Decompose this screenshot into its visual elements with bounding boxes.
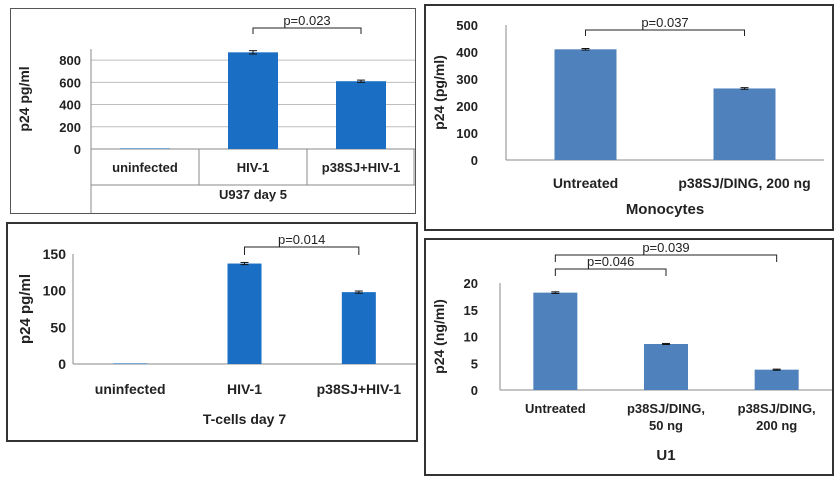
y-tick-label: 600 <box>59 75 81 90</box>
category-label: p38SJ+HIV-1 <box>317 381 402 397</box>
bar <box>113 363 148 364</box>
bar <box>533 292 578 390</box>
y-axis-title: p24 (ng/ml) <box>431 299 447 374</box>
category-label: p38SJ/DING, 50 ng <box>627 401 705 433</box>
y-tick-label: 0 <box>74 142 81 157</box>
y-tick-label: 400 <box>59 98 81 113</box>
y-tick-label: 0 <box>471 153 478 168</box>
category-label: Untreated <box>553 175 618 191</box>
x-axis-title: T-cells day 7 <box>203 411 286 427</box>
y-tick-label: 20 <box>464 276 478 291</box>
bar <box>713 88 776 160</box>
significance-bracket <box>585 29 745 36</box>
y-tick-label: 0 <box>471 383 478 398</box>
y-tick-label: 300 <box>456 72 478 87</box>
y-axis-title: p24 pg/ml <box>16 66 32 131</box>
chart-monocytes: 0 100 200 300 400 500 p24 (pg/ml) Untreated p38S… <box>431 15 824 218</box>
category-label: p38SJ/DING, 200 ng <box>738 401 816 433</box>
bar <box>341 292 376 364</box>
y-tick-label: 400 <box>456 45 478 60</box>
panel-u1: 0 5 10 15 20 p24 (ng/ml) Untreated p38SJ/DING, 5… <box>424 238 834 476</box>
y-axis-title: p24 (pg/ml) <box>431 55 447 130</box>
bar <box>644 343 688 390</box>
chart-u1: 0 5 10 15 20 p24 (ng/ml) Untreated p38SJ/DING, 5… <box>431 240 832 464</box>
bar <box>228 52 278 150</box>
significance-bracket <box>252 27 362 34</box>
y-tick-label: 200 <box>456 99 478 114</box>
bar <box>120 148 170 149</box>
category-label: p38SJ+HIV-1 <box>322 160 400 175</box>
category-label: Untreated <box>525 401 586 416</box>
x-axis-title: Monocytes <box>626 201 704 218</box>
x-axis-title: U1 <box>656 447 675 464</box>
category-label: HIV-1 <box>227 381 262 397</box>
category-label: HIV-1 <box>237 160 270 175</box>
p-value-label: p=0.023 <box>283 13 330 28</box>
y-tick-label: 5 <box>471 356 478 371</box>
y-axis-title: p24 pg/ml <box>17 274 34 344</box>
y-tick-label: 50 <box>50 319 66 335</box>
bar <box>754 369 799 390</box>
p-value-label: p=0.014 <box>278 232 325 247</box>
y-tick-label: 500 <box>456 18 478 33</box>
x-axis-title: U937 day 5 <box>219 187 287 202</box>
significance-bracket <box>244 246 360 255</box>
chart-u937: 0 200 400 600 800 p24 pg/ml uninfected HIV-1 p38… <box>16 13 415 213</box>
y-tick-label: 15 <box>464 303 478 318</box>
bar <box>227 263 262 364</box>
p-value-label: p=0.046 <box>587 254 634 269</box>
y-tick-label: 100 <box>43 283 67 299</box>
panel-u937: 0 200 400 600 800 p24 pg/ml uninfected HIV-1 p38… <box>10 8 416 214</box>
chart-tcells: 0 50 100 150 p24 pg/ml uninfected HIV-1 p38SJ+H… <box>17 232 416 427</box>
bar <box>554 49 617 160</box>
y-tick-label: 150 <box>43 246 67 262</box>
y-tick-label: 200 <box>59 120 81 135</box>
panel-tcells: 0 50 100 150 p24 pg/ml uninfected HIV-1 p38SJ+H… <box>6 222 418 442</box>
category-label: p38SJ/DING, 200 ng <box>678 175 810 191</box>
panel-monocytes: 0 100 200 300 400 500 p24 (pg/ml) Untreated p38S… <box>424 4 834 231</box>
y-tick-label: 100 <box>456 126 478 141</box>
significance-bracket <box>554 268 667 276</box>
p-value-label: p=0.039 <box>642 240 689 255</box>
category-label: uninfected <box>95 381 166 397</box>
y-tick-label: 800 <box>59 53 81 68</box>
significance-bracket <box>554 254 778 262</box>
bar <box>336 81 386 149</box>
y-tick-label: 0 <box>58 356 66 372</box>
category-label: uninfected <box>112 160 178 175</box>
y-tick-label: 10 <box>464 330 478 345</box>
p-value-label: p=0.037 <box>641 15 688 30</box>
